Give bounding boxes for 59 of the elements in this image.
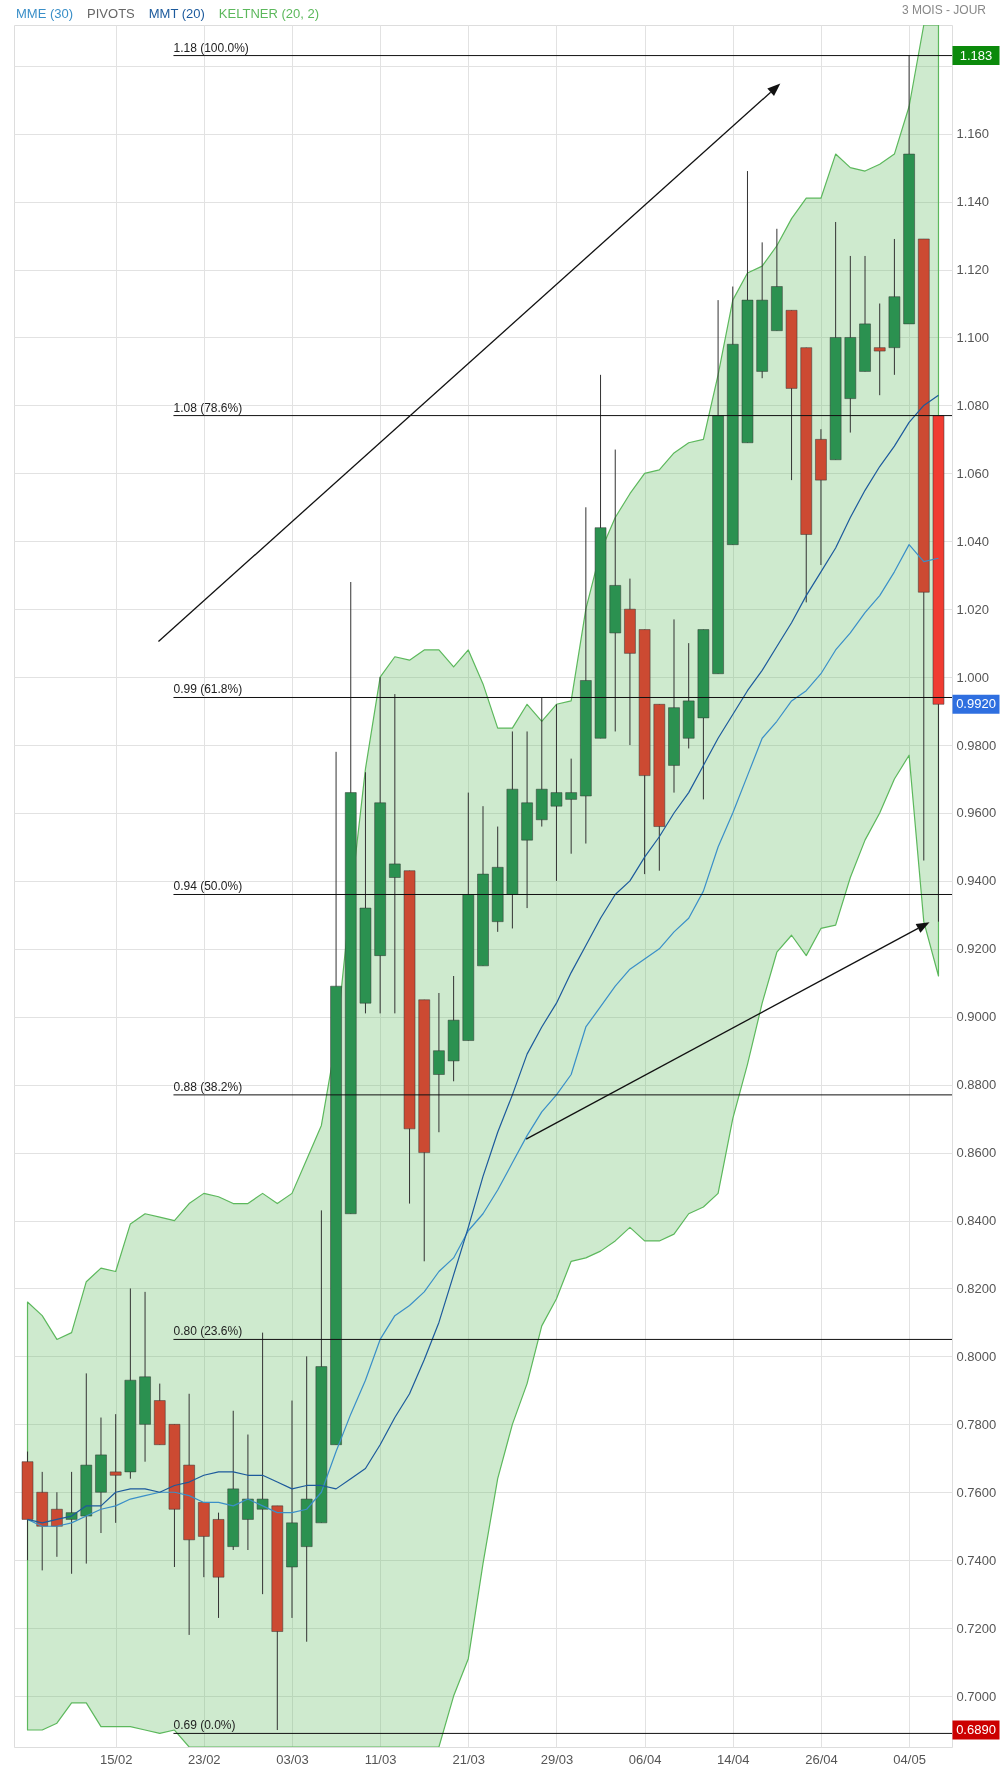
y-tick-label: 1.060 [956,465,990,481]
x-tick-label: 21/03 [452,1751,486,1767]
candlestick [256,1332,269,1595]
y-tick-label: 0.8600 [956,1145,997,1161]
ref-line-label: 0.80 (23.6%) [173,1324,243,1339]
y-tick-label: 0.8000 [956,1348,997,1364]
text: 0.9920 [956,696,996,712]
x-tick-label: 04/05 [893,1751,926,1767]
ref-line-label: 1.08 (78.6%) [173,400,243,415]
candlestick [65,1471,78,1575]
candlestick [873,303,886,396]
ref-line-label: 0.99 (61.8%) [173,682,243,697]
x-tick-label: 06/04 [628,1751,662,1767]
y-tick-label: 1.140 [956,194,990,210]
ref-line-label: 0.94 (50.0%) [173,879,243,894]
y-tick-label: 0.8800 [956,1077,997,1093]
x-tick-label: 15/02 [99,1751,133,1767]
y-tick-label: 0.9000 [956,1009,997,1025]
y-tick-label: 0.9800 [956,737,997,753]
candlestick [109,1413,122,1524]
y-tick-label: 1.160 [956,126,990,142]
y-tick-label: 0.9600 [956,805,997,821]
y-tick-label: 1.080 [956,397,990,413]
y-tick-label: 1.000 [956,669,990,685]
ref-line-label: 0.69 (0.0%) [173,1718,236,1733]
candlestick [51,1491,63,1558]
candlestick [433,992,445,1133]
text: 1.183 [959,47,993,63]
x-tick-label: 23/02 [188,1751,221,1767]
y-tick-label: 0.7800 [956,1416,997,1432]
text: MME (30) [16,6,74,21]
x-tick-label: 11/03 [364,1751,397,1767]
text: MMT (20) [148,6,205,21]
y-tick-label: 0.9400 [956,873,997,889]
y-tick-label: 0.7000 [956,1688,997,1704]
chart-subtitle: 3 MOIS - JOUR [901,3,986,17]
candlestick [550,703,563,882]
y-tick-label: 0.9200 [956,941,997,957]
x-tick-label: 29/03 [540,1751,574,1767]
y-tick-label: 1.100 [956,329,990,345]
ref-line-label: 1.18 (100.0%) [173,40,249,55]
x-tick-label: 03/03 [276,1751,309,1767]
candlestick [242,1434,254,1551]
x-tick-label: 14/04 [717,1751,750,1767]
y-tick-label: 1.120 [956,262,990,278]
text: 0.6890 [956,1722,996,1738]
ref-line-label: 0.88 (38.2%) [173,1079,243,1094]
candlestick [565,758,577,855]
y-tick-label: 0.7200 [956,1620,997,1636]
y-tick-label: 0.7600 [956,1484,997,1500]
x-tick-label: 26/04 [805,1751,838,1767]
y-tick-label: 1.040 [956,533,990,549]
y-tick-label: 0.8400 [956,1213,997,1229]
y-tick-label: 0.7400 [956,1552,997,1568]
text: PIVOTS [87,6,135,21]
legend-label: KELTNER (20, 2) [218,6,320,21]
candlestick [389,693,401,1014]
y-tick-label: 0.8200 [956,1280,997,1296]
y-tick-label: 1.020 [956,601,990,617]
